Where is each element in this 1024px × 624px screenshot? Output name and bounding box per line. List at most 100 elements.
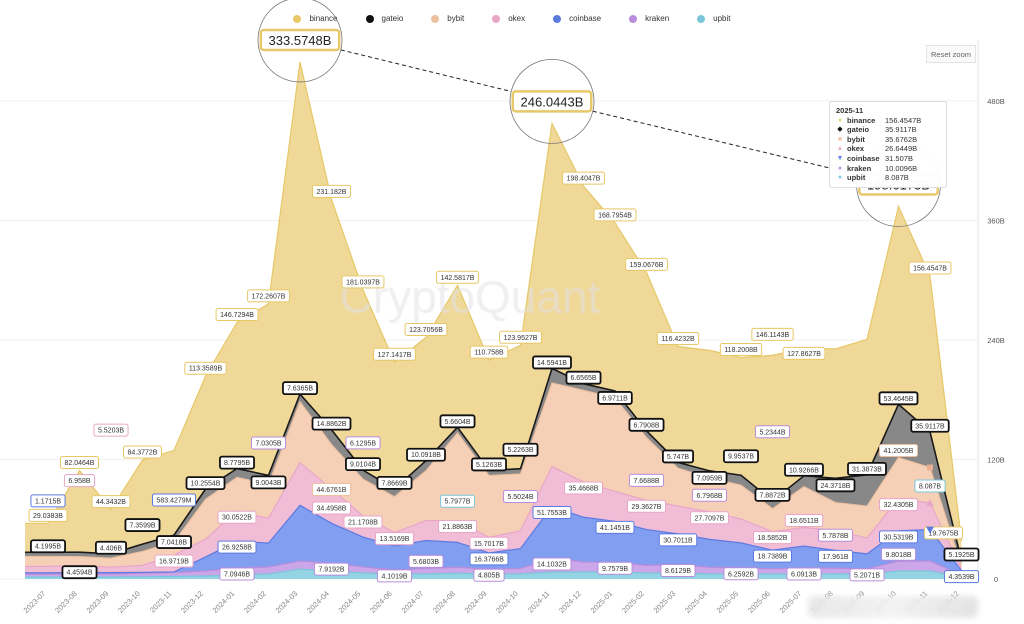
data-label-box xyxy=(312,501,351,515)
data-label-box xyxy=(597,561,633,575)
data-label-binance: 82.0464B xyxy=(60,455,99,469)
data-label-okex: 35.4668B xyxy=(564,481,603,495)
data-label-box xyxy=(628,417,665,432)
data-label-gateio: 7.0418B xyxy=(156,535,192,549)
callout-circle xyxy=(509,59,595,144)
data-label-box xyxy=(593,208,637,222)
data-label-box xyxy=(376,475,413,490)
data-label-box xyxy=(247,289,290,303)
data-label-gateio: 5.747B xyxy=(662,449,694,464)
data-label-okex: 27.7097B xyxy=(690,511,729,525)
data-label-box xyxy=(469,536,509,550)
legend-marker-icon xyxy=(629,14,638,23)
tooltip-row-bybit: ■ bybit 35.6762B xyxy=(836,135,940,145)
legend-item-kraken[interactable]: kraken xyxy=(629,14,669,23)
data-label-text: 5.7977B xyxy=(444,499,470,506)
data-label-box xyxy=(564,481,603,495)
data-label-box xyxy=(219,567,255,581)
legend-item-coinbase[interactable]: coinbase xyxy=(553,14,601,23)
legend-item-okex[interactable]: okex xyxy=(492,14,525,23)
data-label-box xyxy=(751,327,794,341)
data-label-gateio: 6.7908B xyxy=(628,417,665,432)
data-label-text: 14.1032B xyxy=(537,561,567,568)
data-label-gateio: 53.4645B xyxy=(878,391,919,406)
data-label-text: 9.0104B xyxy=(350,462,376,469)
data-label-box xyxy=(849,568,885,582)
data-label-text: 6.9711B xyxy=(602,395,628,402)
data-label-text: 7.0418B xyxy=(161,540,187,547)
data-label-text: 8.6129B xyxy=(665,568,691,575)
legend-label: gateio xyxy=(381,14,404,23)
data-label-kraken: 4.1019B xyxy=(376,569,413,583)
data-label-text: 5.5024B xyxy=(507,494,533,501)
legend-marker-icon xyxy=(697,14,706,23)
tooltip-series-name: gateio xyxy=(847,125,870,135)
data-label-box xyxy=(469,345,509,359)
data-label-box xyxy=(784,462,824,477)
legend: binance gateio bybit okex coinbase kraken upbi… xyxy=(0,14,1024,23)
data-label-text: 168.7954B xyxy=(598,212,632,219)
data-label-box xyxy=(95,540,127,555)
x-tick-label: 2025-01 xyxy=(589,589,615,615)
data-label-gateio: 9.9537B xyxy=(723,449,759,464)
data-label-gateio: 7.3599B xyxy=(124,518,161,532)
x-tick-label: 2023-11 xyxy=(148,589,173,614)
data-label-box xyxy=(60,455,99,469)
data-label-text: 18.5852B xyxy=(758,535,788,542)
data-label-box xyxy=(753,531,792,545)
data-label-box xyxy=(817,549,854,563)
data-label-text: 18.7389B xyxy=(758,554,788,561)
data-label-okex: 30.0522B xyxy=(217,510,257,524)
x-tick-label: 2023-08 xyxy=(53,589,79,615)
data-label-okex: 18.5852B xyxy=(753,531,792,545)
tooltip-row-gateio: ◆ gateio 35.9117B xyxy=(836,125,940,135)
tooltip-series-name: upbit xyxy=(847,173,866,183)
data-label-gateio: 5.6604B xyxy=(439,414,476,429)
x-tick-label: 2024-10 xyxy=(494,589,520,615)
data-label-gateio: 14.5941B xyxy=(532,355,572,370)
tooltip-series-value: 35.9117B xyxy=(885,125,917,135)
data-label-text: 127.8627B xyxy=(787,351,821,358)
data-label-box xyxy=(439,494,476,508)
y-tick-label: 480B xyxy=(987,97,1005,106)
data-label-okex: 5.5203B xyxy=(93,423,129,437)
legend-item-gateio[interactable]: gateio xyxy=(365,14,404,23)
data-label-box xyxy=(723,449,759,464)
data-label-box xyxy=(597,391,633,405)
data-label-box xyxy=(690,511,729,525)
data-label-kraken: 4.805B xyxy=(473,568,505,582)
data-label-box xyxy=(185,476,226,491)
data-label-coinbase: 16.3766B xyxy=(469,552,509,566)
data-label-binance: 44.3432B xyxy=(91,495,131,509)
tooltip-row-kraken: ● kraken 10.0096B xyxy=(836,164,940,174)
data-label-binance: 231.182B xyxy=(312,184,351,198)
data-label-text: 5.5203B xyxy=(98,428,124,435)
reset-zoom-button[interactable]: Reset zoom xyxy=(926,45,976,63)
data-label-text: 21.1708B xyxy=(348,519,378,526)
legend-item-binance[interactable]: binance xyxy=(293,14,338,23)
data-label-text: 5.6803B xyxy=(413,559,439,566)
legend-item-upbit[interactable]: upbit xyxy=(697,14,731,23)
data-label-box xyxy=(343,515,383,529)
area-okex xyxy=(25,462,962,573)
data-label-text: 5.1925B xyxy=(948,552,974,559)
data-label-box xyxy=(250,475,287,490)
data-label-text: 4.805B xyxy=(478,573,501,580)
data-label-text: 5.6604B xyxy=(444,419,470,426)
legend-item-bybit[interactable]: bybit xyxy=(431,14,464,23)
data-label-box xyxy=(313,562,350,576)
data-label-gateio: 5.1925B xyxy=(943,547,980,562)
data-label-text: 13.5169B xyxy=(380,536,410,543)
data-label-kraken: 5.5024B xyxy=(502,490,539,504)
x-tick-label: 2023-10 xyxy=(116,589,142,615)
data-label-coinbase: 51.7553B xyxy=(532,505,572,519)
data-label-gateio: 5.2263B xyxy=(502,442,539,457)
data-label-binance: 146.1143B xyxy=(751,327,794,341)
data-label-box xyxy=(345,457,381,472)
data-label-text: 7.0946B xyxy=(224,571,250,578)
data-label-kraken: 5.6803B xyxy=(408,554,444,568)
tooltip-series-name: kraken xyxy=(847,163,872,173)
callout-connector xyxy=(340,49,512,92)
data-label-text: 4.1995B xyxy=(35,544,61,551)
x-tick-label: 2025-06 xyxy=(746,589,772,615)
